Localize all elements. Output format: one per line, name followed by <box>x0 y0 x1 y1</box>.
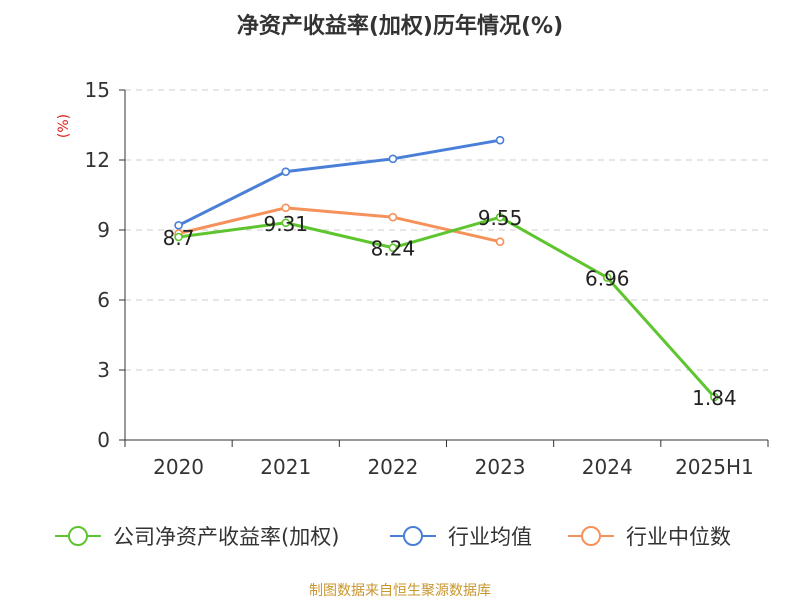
source-footer: 制图数据来自恒生聚源数据库 <box>309 583 491 599</box>
data-point <box>495 237 505 246</box>
data-label: 9.55 <box>478 206 523 230</box>
legend-item: 行业均值 <box>390 525 532 549</box>
series-line <box>177 138 501 227</box>
data-point <box>602 273 612 282</box>
data-point <box>388 154 398 164</box>
legend-item: 公司净资产收益率(加权) <box>55 525 339 549</box>
x-tick-label: 2025H1 <box>675 455 754 479</box>
legend-marker <box>68 526 88 546</box>
data-point <box>281 167 291 176</box>
x-tick-label: 2022 <box>367 455 418 479</box>
y-tick-label: 3 <box>97 358 110 382</box>
x-tick-label: 2024 <box>582 455 633 479</box>
data-point <box>174 232 183 242</box>
series-line <box>178 215 716 399</box>
data-label: 6.96 <box>585 267 630 291</box>
chart-title: 净资产收益率(加权)历年情况(%) <box>237 13 563 39</box>
data-point <box>495 135 505 145</box>
y-tick-label: 0 <box>97 428 110 452</box>
x-tick-label: 2023 <box>475 455 526 479</box>
axes: 0 3 6 9 12 15 2020 2021 2022 2023 2024 2025H1 <box>85 78 769 479</box>
data-label: 8.24 <box>371 237 416 261</box>
data-label: 8.7 <box>163 226 195 250</box>
legend-marker <box>581 526 601 546</box>
legend-label: 公司净资产收益率(加权) <box>113 525 339 549</box>
data-point <box>388 243 398 253</box>
y-tick-label: 6 <box>97 288 110 312</box>
data-label: 1.84 <box>692 386 737 410</box>
y-tick-label: 15 <box>85 78 110 102</box>
data-label: 9.31 <box>263 212 308 236</box>
data-point <box>388 212 398 222</box>
legend-label: 行业中位数 <box>626 525 731 549</box>
legend-item: 行业中位数 <box>568 525 731 549</box>
data-point <box>281 203 291 213</box>
y-tick-label: 12 <box>85 148 110 172</box>
data-point <box>281 218 291 228</box>
x-tick-label: 2021 <box>260 455 311 479</box>
y-axis-label: (%) <box>56 114 72 138</box>
data-labels: 8.7 9.31 8.24 9.55 6.96 1.84 <box>163 206 737 410</box>
legend: 公司净资产收益率(加权) 行业均值 行业中位数 <box>55 525 731 549</box>
legend-marker <box>403 526 423 546</box>
series-layer <box>174 135 719 402</box>
legend-label: 行业均值 <box>448 525 532 549</box>
data-point <box>710 392 719 402</box>
data-point <box>174 221 183 230</box>
series-line <box>178 206 501 244</box>
x-tick-label: 2020 <box>153 455 204 479</box>
data-point <box>495 212 505 222</box>
y-tick-label: 9 <box>97 218 110 242</box>
